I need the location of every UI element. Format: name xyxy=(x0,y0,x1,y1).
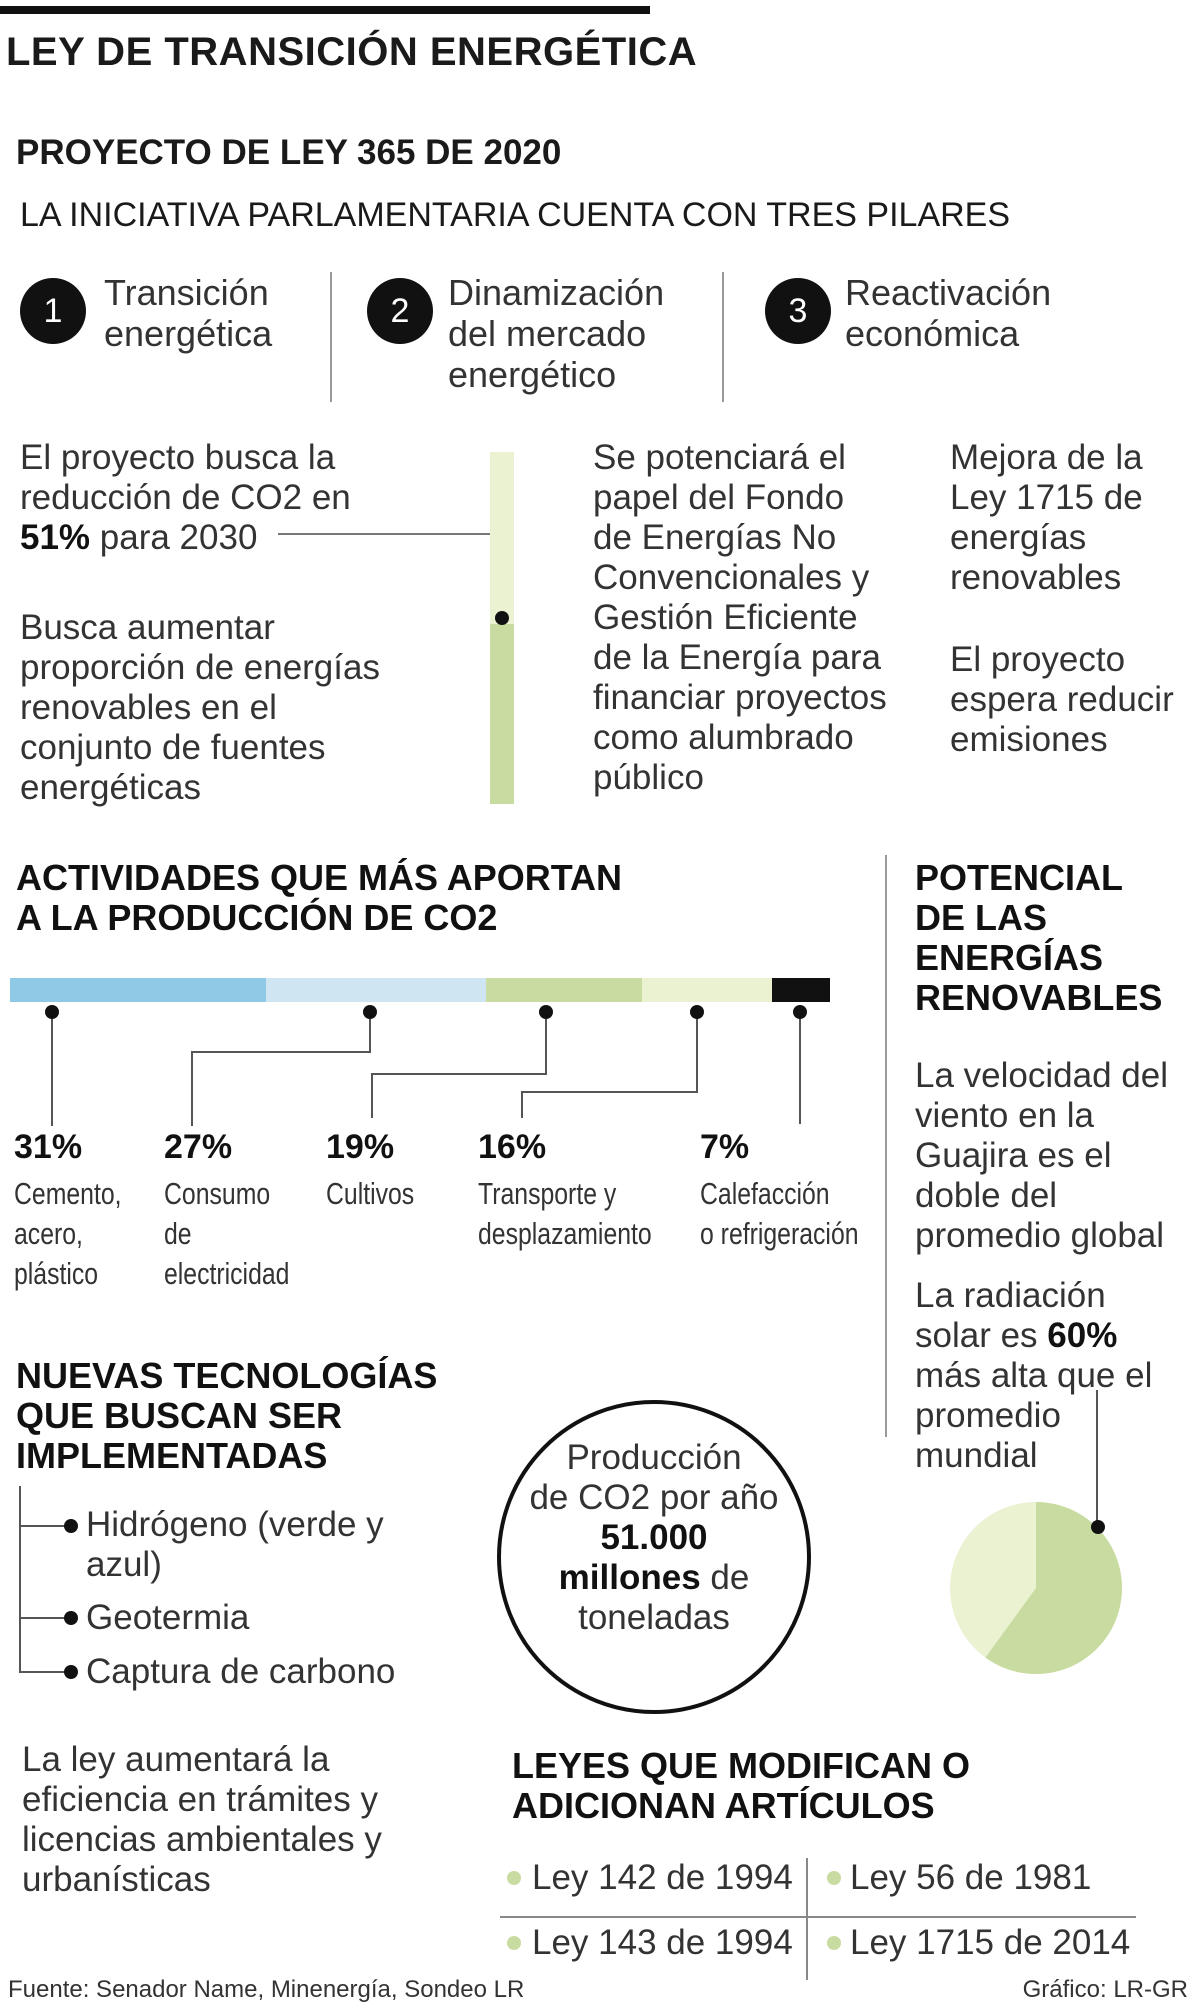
law-item: Ley 142 de 1994 xyxy=(532,1858,793,1897)
pillar-divider xyxy=(722,272,724,402)
law-bullet xyxy=(507,1871,521,1885)
co2-target-bar xyxy=(490,452,514,804)
activity-bar-transport xyxy=(642,978,772,1002)
co2-reduction-text: El proyecto busca la reducción de CO2 en… xyxy=(20,438,351,557)
pillar-3-number: 3 xyxy=(765,278,831,344)
activity-connectors xyxy=(45,1005,807,1126)
activity-label-crops: Cultivos xyxy=(326,1176,415,1211)
pillar-2-label: Dinamización del mercado energético xyxy=(448,272,665,395)
solar-connector-line xyxy=(1096,1390,1098,1528)
activity-bar-electricity xyxy=(266,978,486,1002)
tech-item-geothermal: Geotermia xyxy=(86,1598,250,1637)
law-bullet xyxy=(827,1871,841,1885)
law-bullet xyxy=(827,1936,841,1950)
efficiency-text: La ley aumentará la eficiencia en trámite… xyxy=(22,1740,382,1899)
laws-vertical-divider xyxy=(806,1858,808,1980)
pie-slice-solar xyxy=(985,1502,1122,1674)
tech-title: NUEVAS TECNOLOGÍAS QUE BUSCAN SER IMPLEMEN… xyxy=(16,1355,438,1476)
co2-target-fill xyxy=(490,624,514,804)
solar-text: La radiación solar es 60% más alta que e… xyxy=(915,1276,1153,1475)
tech-bracket xyxy=(19,1486,78,1679)
top-rule xyxy=(0,6,650,14)
laws-title: LEYES QUE MODIFICAN O ADICIONAN ARTÍCULOS xyxy=(512,1745,971,1826)
wind-text: La velocidad del viento en la Guajira es e… xyxy=(915,1056,1168,1255)
activity-label-electricity: Consumo de electricidad xyxy=(164,1176,290,1291)
activity-pct-cement: 31% xyxy=(14,1128,83,1166)
pillar-1-label: Transición energética xyxy=(104,272,273,354)
activity-pct-transport: 16% xyxy=(478,1128,547,1166)
activity-bar-crops xyxy=(486,978,642,1002)
project-subtitle: LA INICIATIVA PARLAMENTARIA CUENTA CON T… xyxy=(20,196,1011,234)
activities-title: ACTIVIDADES QUE MÁS APORTAN A LA PRODUCCI… xyxy=(16,857,623,938)
fund-text: Se potenciará el papel del Fondo de Energí… xyxy=(593,438,887,797)
law-bullet xyxy=(507,1936,521,1950)
project-title: PROYECTO DE LEY 365 DE 2020 xyxy=(16,133,562,172)
pie-connector-dot xyxy=(1091,1520,1105,1534)
source-credit: Fuente: Senador Name, Minenergía, Sondeo… xyxy=(8,1976,525,2003)
activity-label-heating: Calefacción o refrigeración xyxy=(700,1176,859,1251)
activity-bar-cement xyxy=(10,978,266,1002)
connector-dot xyxy=(495,611,509,625)
production-circle xyxy=(497,1400,811,1714)
tech-item-carbon-capture: Captura de carbono xyxy=(86,1652,396,1691)
connector-line xyxy=(278,533,502,535)
graphic-credit: Gráfico: LR-GR xyxy=(1022,1976,1188,2003)
law-improvement-text: Mejora de la Ley 1715 de energías renovable… xyxy=(950,438,1143,597)
pillar-3-label: Reactivación económica xyxy=(845,272,1052,354)
renewables-share-text: Busca aumentar proporción de energías reno… xyxy=(20,608,380,807)
tech-item-hydrogen: Hidrógeno (verde y azul) xyxy=(86,1505,384,1584)
law-item: Ley 1715 de 2014 xyxy=(850,1923,1131,1962)
law-item: Ley 56 de 1981 xyxy=(850,1858,1092,1897)
laws-horizontal-divider xyxy=(500,1916,1136,1918)
solar-pie-chart xyxy=(950,1502,1122,1674)
potential-title: POTENCIAL DE LAS ENERGÍAS RENOVABLES xyxy=(915,857,1163,1018)
activity-pct-electricity: 27% xyxy=(164,1128,233,1166)
activity-bar-heating xyxy=(772,978,830,1002)
section-divider xyxy=(885,855,887,1437)
activity-pct-crops: 19% xyxy=(326,1128,395,1166)
pillar-1-number: 1 xyxy=(20,278,86,344)
production-text: Producción de CO2 por año 51.000 millone… xyxy=(529,1438,779,1637)
emissions-text: El proyecto espera reducir emisiones xyxy=(950,640,1174,759)
law-item: Ley 143 de 1994 xyxy=(532,1923,793,1962)
activity-label-transport: Transporte y desplazamiento xyxy=(478,1176,652,1251)
activity-label-cement: Cemento, acero, plástico xyxy=(14,1176,122,1291)
pillar-2-number: 2 xyxy=(367,278,433,344)
pillar-divider xyxy=(330,272,332,402)
page-title: LEY DE TRANSICIÓN ENERGÉTICA xyxy=(6,30,698,74)
activity-pct-heating: 7% xyxy=(700,1128,750,1166)
